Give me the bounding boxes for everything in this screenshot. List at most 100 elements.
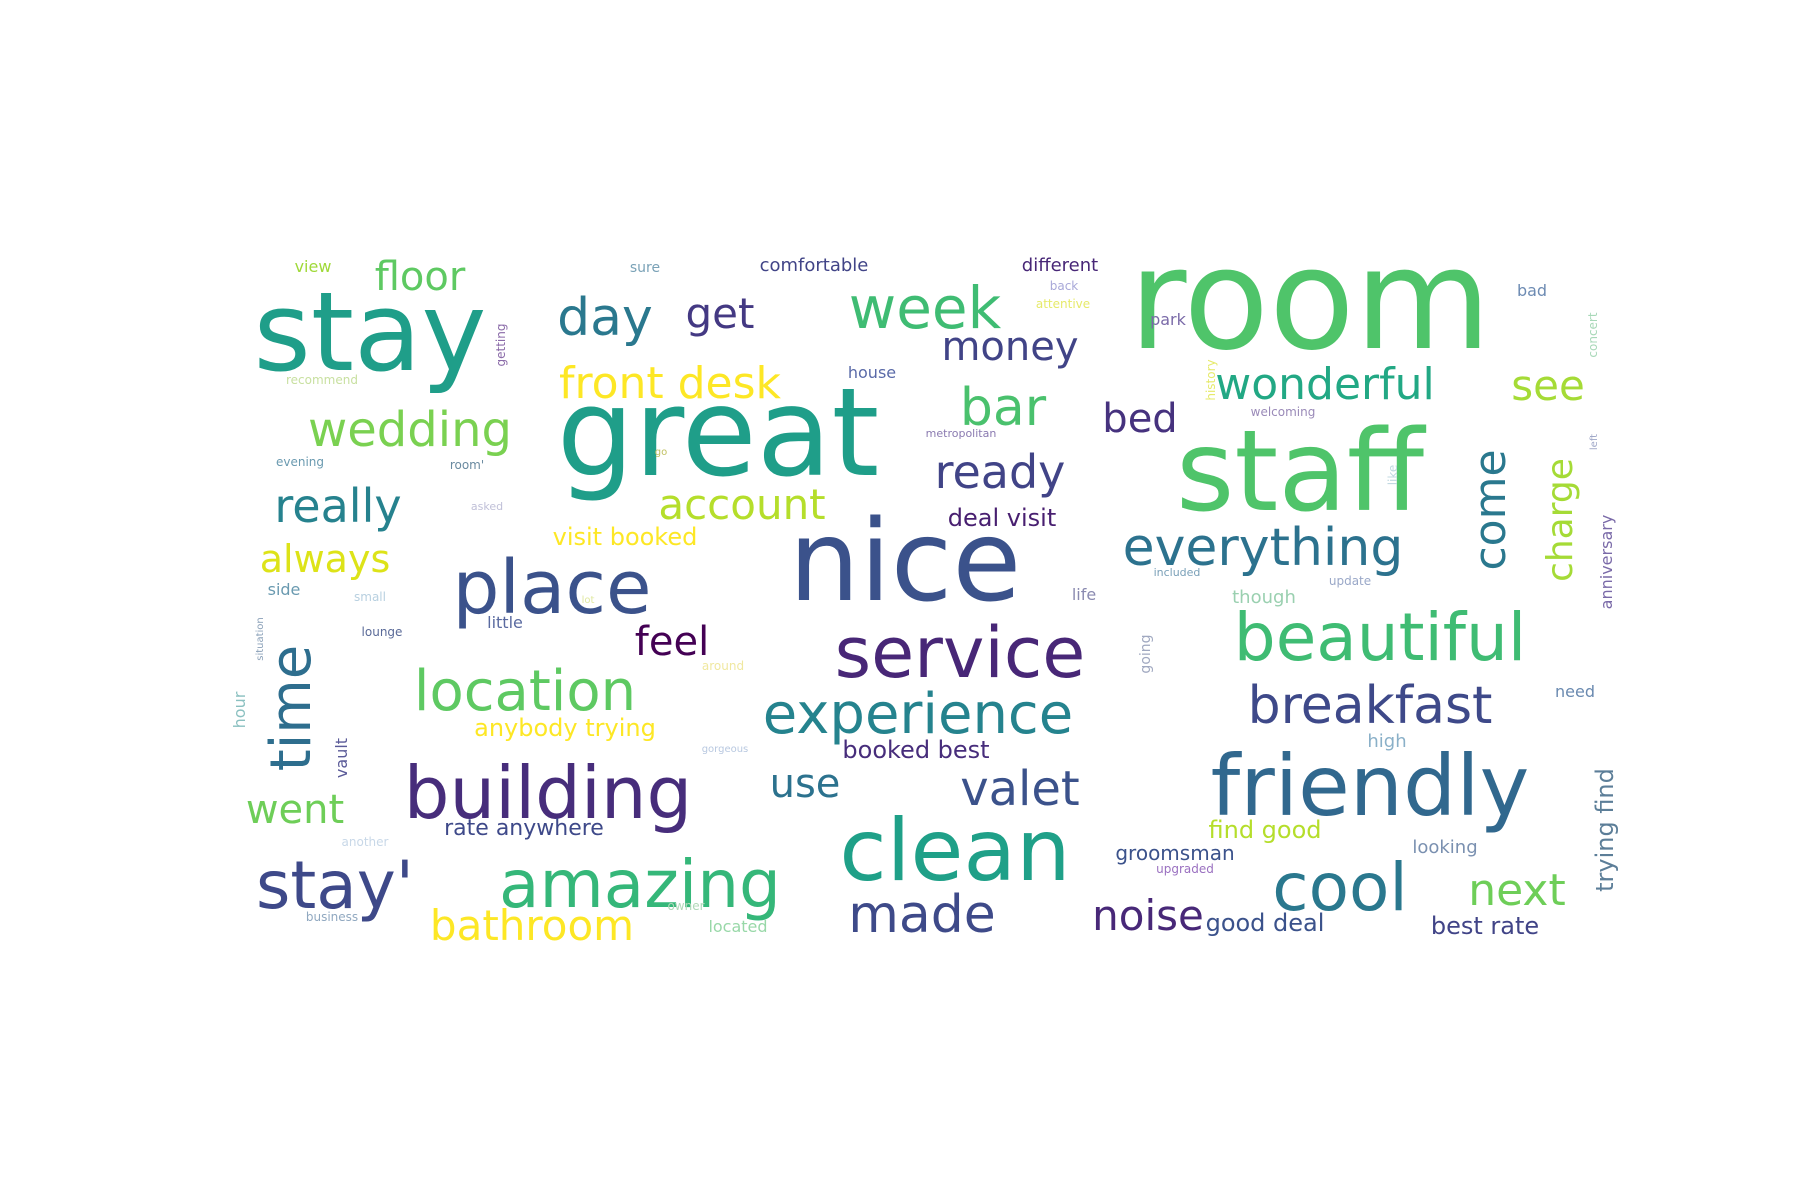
word-business: business	[306, 910, 358, 924]
word-comfortable: comfortable	[760, 255, 869, 276]
word-valet: valet	[960, 761, 1080, 817]
word-groomsman: groomsman	[1115, 841, 1234, 865]
word-upgraded: upgraded	[1156, 862, 1214, 876]
word-account: account	[658, 480, 825, 529]
word-attentive: attentive	[1036, 297, 1090, 311]
word-need: need	[1555, 682, 1595, 701]
word-sure: sure	[630, 260, 660, 276]
word-lot: lot	[582, 595, 595, 606]
word-deal-visit: deal visit	[948, 504, 1056, 532]
word-another: another	[342, 835, 389, 849]
word-gorgeous: gorgeous	[702, 744, 749, 755]
word-room: room	[1129, 219, 1491, 382]
word-little: little	[487, 613, 523, 632]
word-building: building	[404, 751, 692, 835]
word-amazing: amazing	[499, 846, 781, 923]
word-come: come	[1465, 449, 1516, 570]
word-lounge: lounge	[362, 625, 403, 639]
word-good-deal: good deal	[1206, 909, 1325, 937]
word-side: side	[268, 580, 301, 599]
word-best-rate: best rate	[1431, 912, 1539, 940]
word-service: service	[835, 612, 1086, 694]
word-money: money	[941, 324, 1078, 370]
word-noise: noise	[1092, 891, 1204, 940]
word-place: place	[452, 545, 651, 631]
word-trying-find: trying find	[1591, 768, 1619, 892]
word-bar: bar	[960, 378, 1047, 438]
word-included: included	[1154, 566, 1201, 579]
word-owner: owner	[667, 899, 704, 913]
word-bed: bed	[1102, 396, 1177, 442]
word-day: day	[557, 288, 653, 348]
word-left: left	[1589, 434, 1600, 450]
word-metropolitan: metropolitan	[926, 427, 997, 440]
word-see: see	[1511, 361, 1585, 410]
word-room: room'	[450, 458, 484, 472]
word-situation: situation	[255, 617, 266, 661]
word-always: always	[260, 537, 391, 581]
word-feel: feel	[635, 619, 709, 665]
word-concert: concert	[1586, 312, 1600, 357]
word-hour: hour	[230, 691, 249, 728]
word-around: around	[702, 659, 744, 673]
word-like: like	[1386, 465, 1400, 486]
word-history: history	[1204, 359, 1218, 400]
word-stay: stay'	[256, 847, 414, 924]
word-rate-anywhere: rate anywhere	[444, 816, 604, 841]
word-booked-best: booked best	[842, 736, 989, 764]
word-find-good: find good	[1208, 816, 1321, 844]
word-anybody-trying: anybody trying	[474, 714, 656, 742]
word-evening: evening	[276, 455, 324, 469]
word-asked: asked	[471, 500, 503, 513]
word-getting: getting	[494, 324, 508, 367]
word-vault: vault	[332, 738, 351, 778]
word-go: go	[655, 447, 667, 458]
word-bad: bad	[1517, 281, 1547, 300]
word-looking: looking	[1412, 837, 1477, 858]
word-though: though	[1232, 587, 1296, 608]
word-front-desk: front desk	[559, 358, 782, 409]
word-friendly: friendly	[1211, 737, 1530, 835]
word-time: time	[259, 645, 324, 772]
word-park: park	[1150, 310, 1187, 329]
word-bathroom: bathroom	[430, 901, 634, 950]
word-great: great	[557, 362, 880, 504]
word-week: week	[849, 274, 1002, 342]
word-recommend: recommend	[286, 373, 358, 387]
word-beautiful: beautiful	[1234, 599, 1526, 676]
word-different: different	[1022, 255, 1098, 276]
word-use: use	[770, 761, 841, 807]
word-small: small	[354, 590, 386, 604]
word-made: made	[848, 885, 996, 945]
word-anniversary: anniversary	[1597, 515, 1616, 610]
word-stay: stay	[254, 268, 487, 396]
word-update: update	[1329, 574, 1371, 588]
word-going: going	[1138, 634, 1154, 673]
word-back: back	[1050, 279, 1079, 293]
word-really: really	[274, 479, 401, 533]
word-ready: ready	[935, 445, 1066, 499]
word-welcoming: welcoming	[1251, 405, 1316, 419]
word-breakfast: breakfast	[1248, 676, 1493, 736]
word-get: get	[686, 289, 755, 338]
word-house: house	[848, 363, 896, 382]
word-location: location	[414, 659, 636, 724]
word-everything: everything	[1123, 518, 1404, 578]
word-experience: experience	[763, 682, 1073, 747]
word-visit-booked: visit booked	[553, 523, 698, 551]
word-cool: cool	[1272, 849, 1407, 926]
word-went: went	[246, 787, 344, 833]
word-nice: nice	[789, 497, 1022, 627]
word-high: high	[1367, 731, 1406, 752]
word-wonderful: wonderful	[1215, 359, 1434, 410]
word-staff: staff	[1176, 407, 1427, 537]
word-charge: charge	[1540, 458, 1581, 582]
word-view: view	[295, 257, 332, 276]
word-wedding: wedding	[308, 402, 512, 458]
word-floor: floor	[375, 254, 466, 300]
word-life: life	[1072, 585, 1096, 604]
word-next: next	[1468, 865, 1565, 916]
word-clean: clean	[839, 801, 1070, 901]
word-located: located	[708, 917, 767, 936]
